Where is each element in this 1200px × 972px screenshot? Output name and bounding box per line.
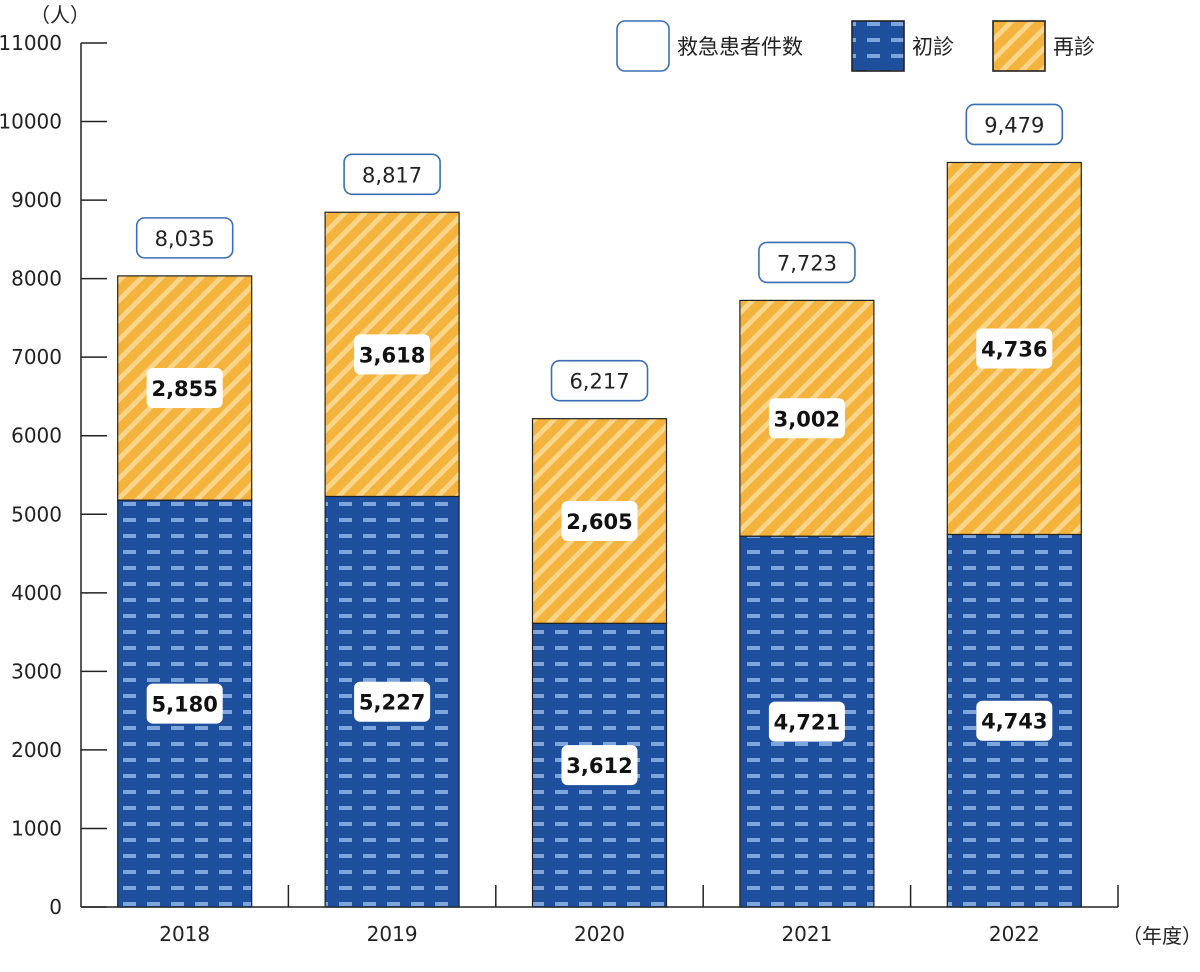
y-unit-label: （人） (30, 3, 90, 27)
x-tick-label: 2020 (574, 922, 625, 946)
data-label-first-visit-box (561, 745, 638, 786)
y-tick-label: 8000 (11, 267, 62, 291)
x-tick-label: 2019 (367, 922, 418, 946)
value-labels: 2018 5,180 2,855 8,035 2019 5,227 3,618 8,817 20… (135, 103, 1064, 946)
x-unit-label: （年度） (1122, 924, 1200, 948)
total-label-box (758, 241, 856, 284)
data-label-revisit: 3,618 (359, 343, 425, 367)
data-label-revisit-box (561, 500, 638, 541)
x-tick-label: 2018 (159, 922, 210, 946)
total-label: 7,723 (777, 251, 837, 275)
data-label-revisit: 2,605 (566, 510, 632, 534)
y-tick-label: 4000 (11, 581, 62, 605)
axes: 0 1000 2000 3000 4000 5000 6000 7000 8000 9000 100… (0, 3, 1200, 948)
data-label-revisit-box (354, 334, 431, 375)
y-tick-label: 5000 (11, 502, 62, 526)
legend-first-visit-label: 初診 (912, 35, 954, 59)
x-tick-label: 2021 (781, 922, 832, 946)
y-tick-label: 3000 (11, 659, 62, 683)
data-label-revisit-box (146, 368, 223, 409)
x-tick-label: 2022 (989, 922, 1040, 946)
legend-revisit-swatch (992, 20, 1046, 72)
legend-total-swatch (616, 20, 670, 72)
total-label: 9,479 (984, 113, 1044, 137)
data-label-first-visit-box (354, 681, 431, 722)
total-label-box (343, 153, 441, 196)
y-tick-label: 10000 (0, 110, 62, 134)
data-label-first-visit: 5,227 (359, 691, 425, 715)
data-label-revisit: 2,855 (151, 377, 217, 401)
y-tick-label: 0 (49, 895, 62, 919)
total-label: 6,217 (569, 370, 629, 394)
data-label-first-visit-box (768, 701, 845, 742)
data-label-revisit-box (768, 398, 845, 439)
data-label-first-visit: 4,743 (981, 710, 1047, 734)
data-label-first-visit: 5,180 (151, 693, 217, 717)
legend-revisit-label: 再診 (1053, 35, 1095, 59)
total-label: 8,035 (155, 227, 215, 251)
y-tick-label: 2000 (11, 738, 62, 762)
data-label-first-visit: 3,612 (566, 754, 632, 778)
total-label: 8,817 (362, 163, 422, 187)
legend: 救急患者件数 初診 再診 (616, 20, 1095, 72)
total-label-box (965, 103, 1064, 146)
y-tick-label: 11000 (0, 31, 62, 55)
y-tick-label: 1000 (11, 816, 62, 840)
data-label-revisit: 3,002 (774, 407, 840, 431)
data-label-first-visit-box (976, 700, 1053, 741)
legend-total-label: 救急患者件数 (677, 35, 803, 59)
data-label-first-visit-box (146, 683, 223, 724)
y-tick-label: 7000 (11, 345, 62, 369)
legend-first-visit-swatch (851, 20, 905, 72)
y-tick-label: 9000 (11, 188, 62, 212)
data-label-revisit-box (976, 328, 1053, 369)
data-label-first-visit: 4,721 (774, 711, 840, 735)
data-label-revisit: 4,736 (981, 337, 1047, 361)
y-tick-label: 6000 (11, 424, 62, 448)
total-label-box (550, 359, 649, 402)
total-label-box (135, 217, 234, 259)
